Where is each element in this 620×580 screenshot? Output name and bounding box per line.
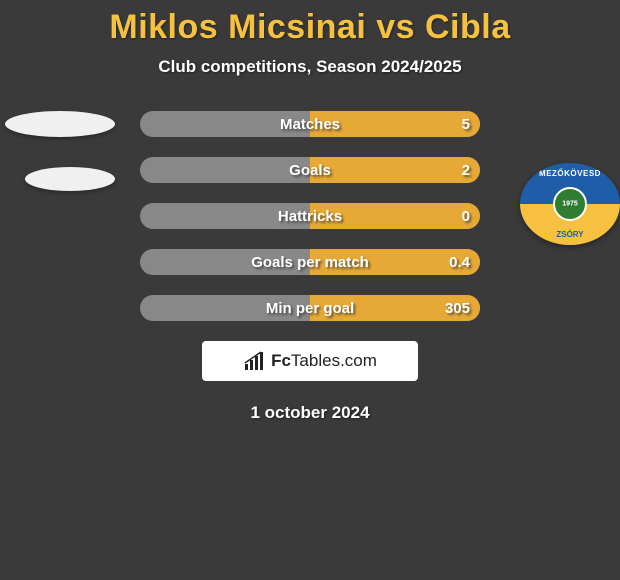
stat-bar-right (310, 295, 480, 321)
stat-row: Goals2 (20, 157, 600, 183)
stat-bar-left (140, 249, 310, 275)
date-label: 1 october 2024 (0, 403, 620, 423)
stat-fill-right (310, 157, 480, 183)
page-subtitle: Club competitions, Season 2024/2025 (0, 57, 620, 77)
stat-fill-right (310, 295, 480, 321)
stat-bar: Min per goal305 (140, 295, 480, 321)
stat-bar-left (140, 295, 310, 321)
stat-row: Matches5 (20, 111, 600, 137)
stat-bar: Goals2 (140, 157, 480, 183)
stat-bar-right (310, 111, 480, 137)
brand-link[interactable]: FcTables.com (202, 341, 418, 381)
stat-bar-right (310, 157, 480, 183)
stats-area: MEZŐKÖVESD 1975 ZSÓRY Matches5Goals2Hatt… (0, 111, 620, 321)
stat-row: Min per goal305 (20, 295, 600, 321)
stat-row: Hattricks0 (20, 203, 600, 229)
stat-bar: Hattricks0 (140, 203, 480, 229)
brand-text-rest: Tables.com (291, 351, 377, 370)
stat-bar: Matches5 (140, 111, 480, 137)
stat-bar-left (140, 111, 310, 137)
brand-text-bold: Fc (271, 351, 291, 370)
brand-text: FcTables.com (271, 351, 377, 371)
stat-bar-left (140, 157, 310, 183)
stat-bar-right (310, 249, 480, 275)
page-title: Miklos Micsinai vs Cibla (0, 0, 620, 47)
stat-bar-left (140, 203, 310, 229)
stat-fill-right (310, 249, 480, 275)
stat-fill-right (310, 111, 480, 137)
badge-text-bottom: ZSÓRY (520, 230, 620, 239)
stat-bar: Goals per match0.4 (140, 249, 480, 275)
brand-chart-icon (243, 350, 265, 372)
stat-row: Goals per match0.4 (20, 249, 600, 275)
stat-bar-right (310, 203, 480, 229)
stat-fill-right (310, 203, 480, 229)
